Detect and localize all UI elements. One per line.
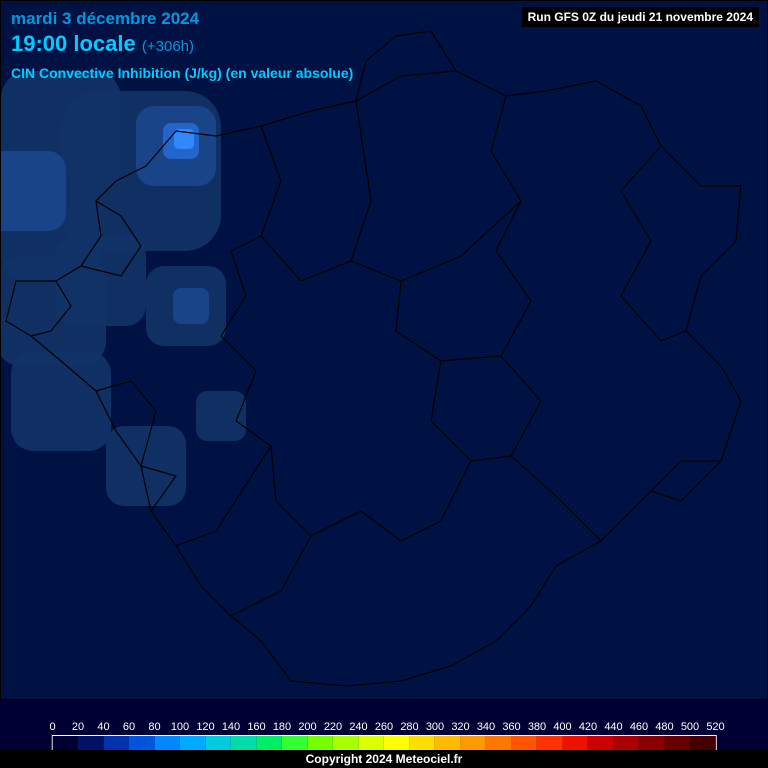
forecast-date: mardi 3 décembre 2024 xyxy=(11,9,353,29)
legend-tick: 320 xyxy=(448,721,474,733)
legend-tick: 260 xyxy=(371,721,397,733)
legend-tick: 120 xyxy=(193,721,219,733)
country-borders xyxy=(1,1,768,701)
legend-tick: 520 xyxy=(703,721,729,733)
legend-tick: 480 xyxy=(652,721,678,733)
legend-tick: 200 xyxy=(295,721,321,733)
legend-tick: 460 xyxy=(626,721,652,733)
model-run-info: Run GFS 0Z du jeudi 21 novembre 2024 xyxy=(522,7,759,27)
legend-tick: 380 xyxy=(524,721,550,733)
header-block: mardi 3 décembre 2024 19:00 locale (+306… xyxy=(11,9,353,81)
legend-tick: 100 xyxy=(167,721,193,733)
legend-tick: 300 xyxy=(422,721,448,733)
legend-tick: 420 xyxy=(575,721,601,733)
legend-tick: 340 xyxy=(473,721,499,733)
legend-tick: 140 xyxy=(218,721,244,733)
copyright-text: Copyright 2024 Meteociel.fr xyxy=(0,750,768,768)
forecast-time: 19:00 locale (+306h) xyxy=(11,31,353,57)
legend-tick: 20 xyxy=(65,721,91,733)
legend-labels: 0204060801001201401601802002202402602803… xyxy=(40,721,729,733)
map-canvas: mardi 3 décembre 2024 19:00 locale (+306… xyxy=(0,0,768,700)
legend-tick: 40 xyxy=(91,721,117,733)
time-offset: (+306h) xyxy=(142,38,194,55)
legend-tick: 220 xyxy=(320,721,346,733)
legend-tick: 360 xyxy=(499,721,525,733)
legend-tick: 80 xyxy=(142,721,168,733)
legend-tick: 400 xyxy=(550,721,576,733)
legend-tick: 440 xyxy=(601,721,627,733)
legend-tick: 0 xyxy=(40,721,66,733)
legend-tick: 500 xyxy=(677,721,703,733)
parameter-label: CIN Convective Inhibition (J/kg) (en val… xyxy=(11,65,353,81)
time-value: 19:00 locale xyxy=(11,31,136,56)
legend-tick: 180 xyxy=(269,721,295,733)
legend-tick: 60 xyxy=(116,721,142,733)
legend-tick: 160 xyxy=(244,721,270,733)
legend-tick: 280 xyxy=(397,721,423,733)
legend-tick: 240 xyxy=(346,721,372,733)
